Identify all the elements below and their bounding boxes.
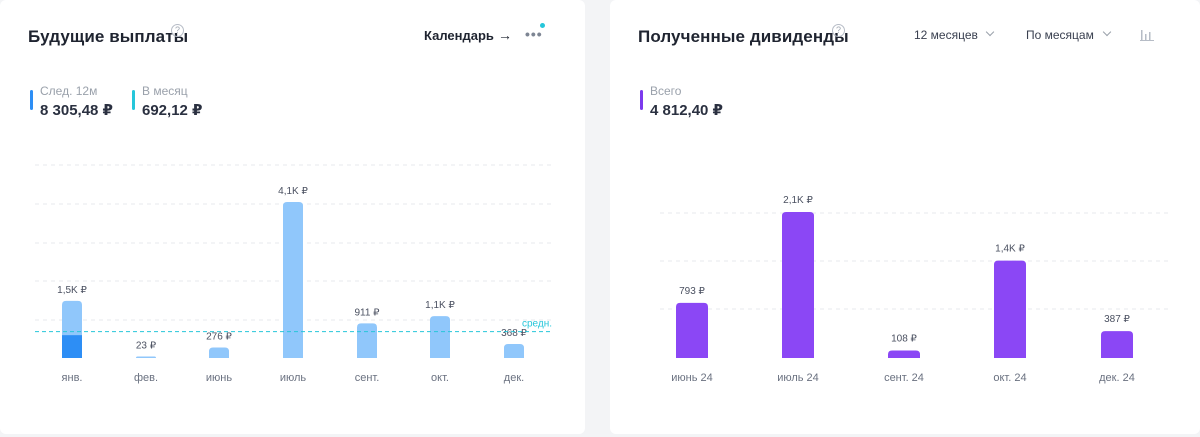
x-tick-label: окт. 24 <box>993 372 1026 384</box>
x-tick-label: фев. <box>134 372 158 384</box>
bar-окт. 24 <box>994 260 1026 358</box>
bar-июнь 24 <box>676 302 708 358</box>
data-label: 1,5K ₽ <box>57 285 87 296</box>
x-tick-label: сент. <box>355 372 380 384</box>
bar-окт. <box>430 316 450 358</box>
data-label: 23 ₽ <box>136 341 157 352</box>
average-label: средн. <box>522 319 552 330</box>
x-tick-label: июнь 24 <box>671 372 713 384</box>
data-label: 387 ₽ <box>1104 314 1130 325</box>
stat-value: 8 305,48 ₽ <box>40 102 113 119</box>
x-tick-label: дек. <box>504 372 524 384</box>
x-tick-label: дек. 24 <box>1099 372 1135 384</box>
data-label: 276 ₽ <box>206 331 232 342</box>
x-tick-label: окт. <box>431 372 449 384</box>
more-options-icon[interactable]: ••• <box>525 26 543 42</box>
stat-value: 4 812,40 ₽ <box>650 102 723 119</box>
bar-июнь <box>209 347 229 358</box>
bar-сент. 24 <box>888 350 920 358</box>
x-tick-label: июль 24 <box>777 372 819 384</box>
future-payments-chart-svg: 1,5K ₽ янв. 23 ₽ фев. 276 ₽ июнь 4,1K ₽ июль 911… <box>35 164 552 384</box>
help-icon[interactable]: ? <box>171 24 184 37</box>
stat-label: Всего <box>650 84 682 98</box>
data-label: 368 ₽ <box>501 328 527 339</box>
stat-label: В месяц <box>142 84 188 98</box>
data-label: 793 ₽ <box>679 286 705 297</box>
grouping-dropdown[interactable]: По месяцам <box>1026 28 1094 42</box>
stat-value: 692,12 ₽ <box>142 102 203 119</box>
received-dividends-card: Полученные дивиденды ? 12 месяцев По мес… <box>610 0 1200 434</box>
data-label: 1,1K ₽ <box>425 300 455 311</box>
card-title: Будущие выплаты <box>28 27 189 46</box>
period-dropdown[interactable]: 12 месяцев <box>914 28 978 42</box>
notification-dot <box>540 23 545 28</box>
bar-июль 24 <box>782 212 814 358</box>
stat-color-marker <box>132 90 135 110</box>
calendar-link[interactable]: Календарь <box>424 28 494 43</box>
future-payments-card: Будущие выплаты ? Календарь → ••• След. … <box>0 0 585 434</box>
bar-received-янв. <box>62 335 82 358</box>
data-label: 911 ₽ <box>354 307 380 318</box>
bar-дек. <box>504 343 524 358</box>
bar-дек. 24 <box>1101 331 1133 358</box>
data-label: 108 ₽ <box>891 333 917 344</box>
data-label: 1,4K ₽ <box>995 244 1025 255</box>
data-label: 2,1K ₽ <box>783 195 813 206</box>
x-tick-label: янв. <box>62 372 83 384</box>
x-tick-label: июль <box>280 372 307 384</box>
bar-фев. <box>136 356 156 358</box>
stat-color-marker <box>640 90 643 110</box>
stat-color-marker <box>30 90 33 110</box>
bar-сент. <box>357 323 377 358</box>
received-dividends-chart-svg: 793 ₽ июнь 24 2,1K ₽ июль 24 108 ₽ сент. 24 1,… <box>660 195 1170 384</box>
stat-label: След. 12м <box>40 84 98 98</box>
x-tick-label: июнь <box>206 372 232 384</box>
stat-next-12m: След. 12м 8 305,48 ₽ <box>30 84 113 120</box>
arrow-right-icon[interactable]: → <box>498 27 512 43</box>
bar-июль <box>283 202 303 358</box>
stat-per-month: В месяц 692,12 ₽ <box>132 84 202 120</box>
stat-total: Всего 4 812,40 ₽ <box>640 84 723 120</box>
data-label: 4,1K ₽ <box>278 186 308 197</box>
help-icon[interactable]: ? <box>832 24 845 37</box>
card-title: Полученные дивиденды <box>638 27 849 46</box>
x-tick-label: сент. 24 <box>884 372 924 384</box>
bar-chart-icon[interactable] <box>1140 27 1154 41</box>
